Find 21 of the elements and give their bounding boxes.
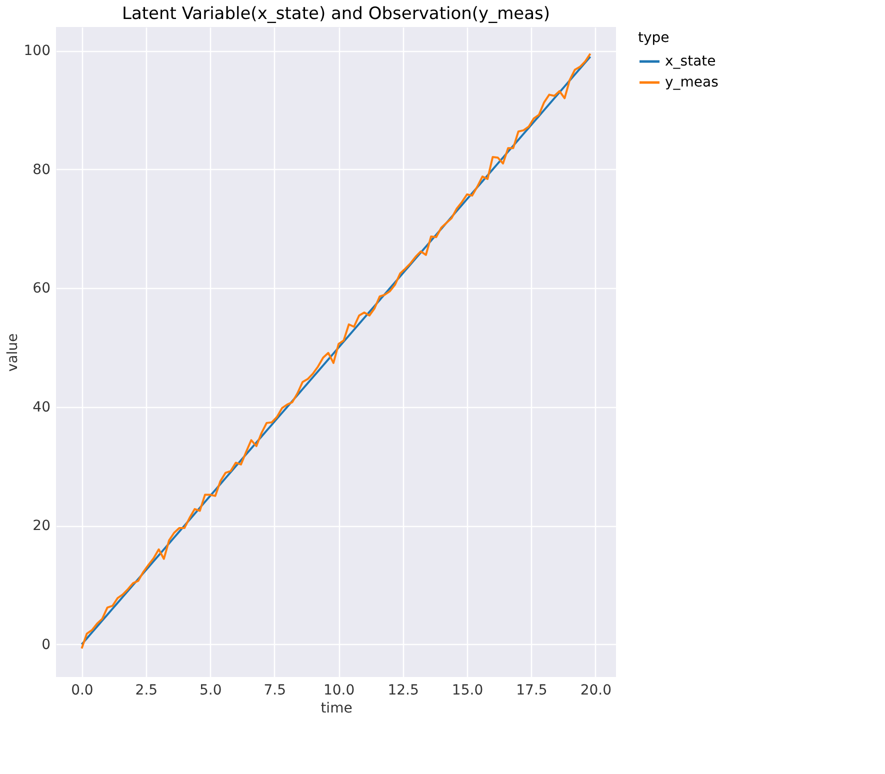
legend-label: y_meas (665, 74, 718, 90)
x-tick-label: 0.0 (71, 682, 94, 698)
chart-title: Latent Variable(x_state) and Observation(y_meas) (122, 4, 550, 24)
y-tick-label: 20 (32, 518, 50, 534)
x-tick-label: 5.0 (199, 682, 222, 698)
x-tick-label: 12.5 (388, 682, 419, 698)
x-tick-label: 17.5 (516, 682, 548, 698)
x-tick-label: 15.0 (452, 682, 484, 698)
x-tick-label: 2.5 (135, 682, 158, 698)
x-tick-label: 10.0 (323, 682, 355, 698)
x-tick-label: 20.0 (580, 682, 612, 698)
y-tick-label: 0 (42, 636, 50, 653)
x-axis-title: time (320, 700, 352, 716)
legend-title: type (638, 30, 670, 46)
legend-label: x_state (665, 54, 716, 70)
y-tick-label: 60 (32, 280, 50, 297)
y-tick-label: 100 (24, 43, 50, 60)
x-tick-label: 7.5 (264, 682, 286, 698)
y-tick-label: 80 (32, 162, 50, 178)
y-tick-label: 40 (32, 399, 50, 416)
y-axis-title: value (4, 333, 21, 372)
